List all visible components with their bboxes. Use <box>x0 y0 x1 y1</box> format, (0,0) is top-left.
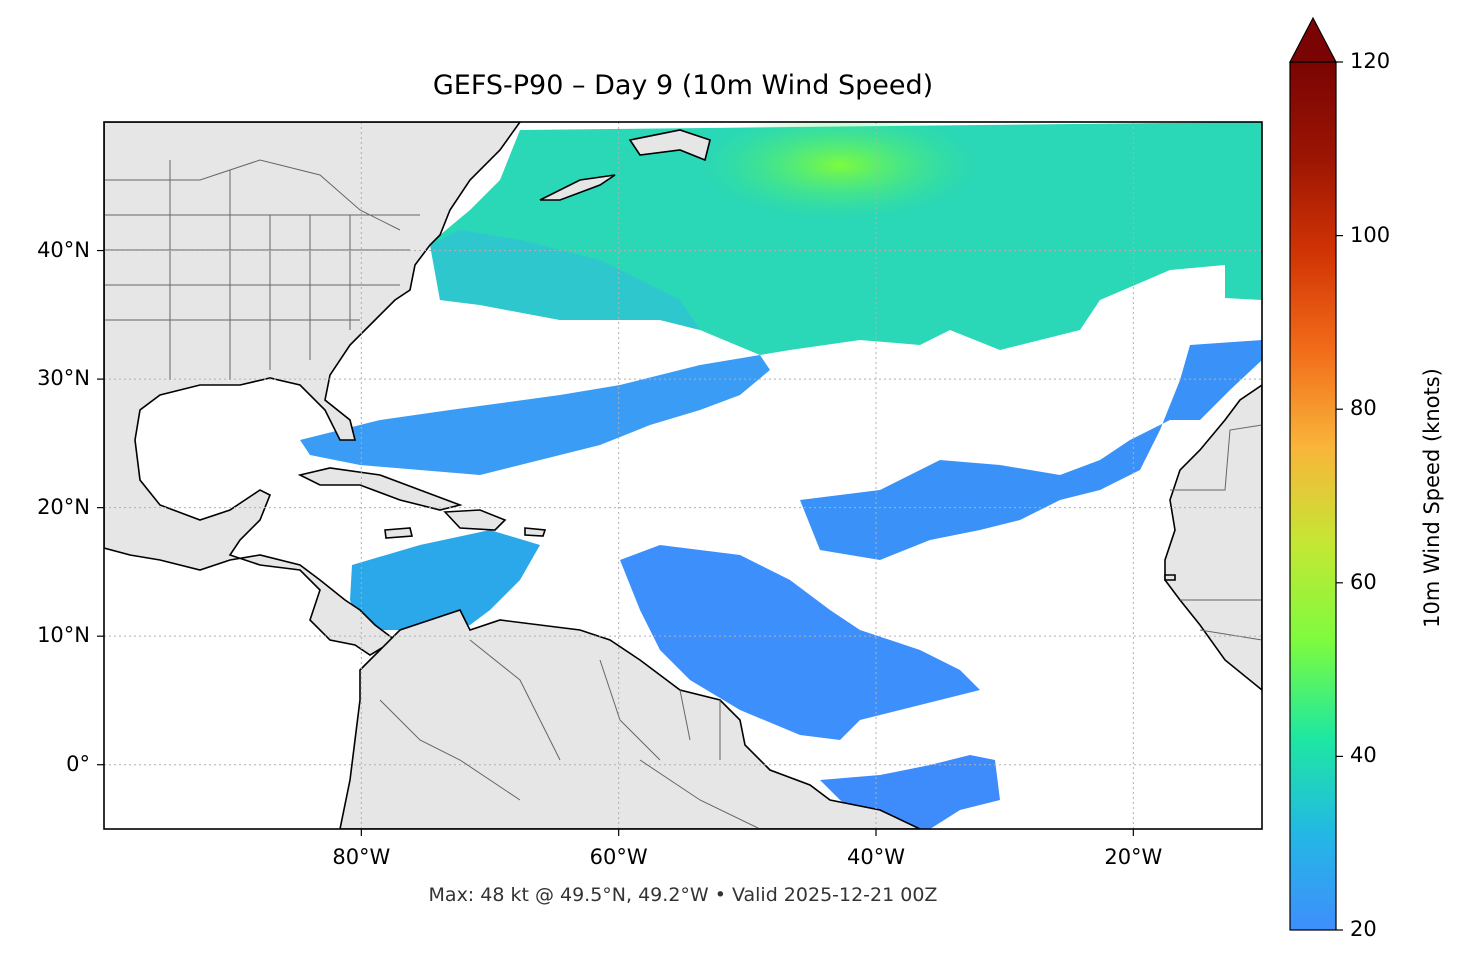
africa-land <box>1164 384 1262 692</box>
colorbar-ticks <box>1336 61 1343 931</box>
jamaica-island <box>384 527 414 539</box>
colorbar-bar <box>1289 61 1337 931</box>
lat-tick-label: 30°N <box>37 366 90 391</box>
wind-region-north-atlantic-west <box>430 230 700 330</box>
colorbar-tick-label: 80 <box>1350 396 1377 421</box>
latitude-ticks <box>97 249 104 766</box>
colorbar <box>1289 16 1343 931</box>
map-area <box>104 122 1262 829</box>
wind-region-caribbean <box>350 530 540 630</box>
nova-scotia <box>539 174 616 201</box>
political-borders <box>104 159 1262 829</box>
hispaniola-island <box>443 509 507 531</box>
lat-tick-label: 0° <box>66 751 90 776</box>
lon-tick-label: 40°W <box>847 845 905 869</box>
colorbar-tick-label: 60 <box>1350 569 1377 594</box>
wind-region-north-atlantic-peak <box>700 122 980 220</box>
land-masses <box>104 122 1262 829</box>
lat-tick-label: 40°N <box>37 237 90 262</box>
map-footer: Max: 48 kt @ 49.5°N, 49.2°W • Valid 2025… <box>428 884 938 906</box>
north-america-land <box>104 122 521 656</box>
colorbar-tick-label: 120 <box>1350 49 1391 73</box>
map-frame <box>103 121 1263 830</box>
colorbar-tick-label: 100 <box>1350 222 1391 247</box>
colorbar-tick-label: 40 <box>1350 743 1377 768</box>
wind-region-tropical-central <box>620 545 980 740</box>
puerto-rico-island <box>524 527 547 537</box>
longitude-ticks <box>360 829 1134 836</box>
lat-tick-label: 10°N <box>37 623 90 648</box>
wind-region-subtropical-band <box>300 355 770 475</box>
cuba-island <box>297 467 463 511</box>
colorbar-title: 10m Wind Speed (knots) <box>1420 368 1444 628</box>
map-gridlines <box>104 122 1262 829</box>
map-title: GEFS-P90 – Day 9 (10m Wind Speed) <box>432 70 934 101</box>
colorbar-tick-label: 20 <box>1350 917 1377 941</box>
wind-region-eastern-subtropical <box>800 340 1262 560</box>
lon-tick-label: 20°W <box>1104 845 1163 869</box>
cape-verde-island <box>1164 574 1176 581</box>
lon-tick-label: 60°W <box>589 845 648 869</box>
lat-tick-label: 20°N <box>37 494 90 519</box>
wind-field <box>300 122 1262 829</box>
lon-tick-label: 80°W <box>332 845 391 869</box>
newfoundland-island <box>628 129 711 162</box>
colorbar-extend-arrow <box>1289 16 1337 63</box>
